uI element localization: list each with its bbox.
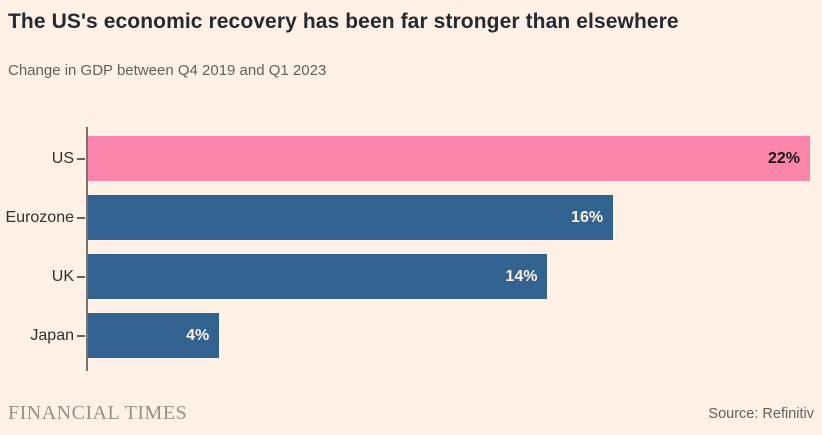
bar-row-eurozone: Eurozone 16%: [0, 195, 822, 240]
category-label: Eurozone: [5, 209, 75, 226]
source-note: Source: Refinitiv: [708, 406, 814, 422]
ft-wordmark: FINANCIAL TIMES: [8, 402, 188, 424]
axis-tick: [77, 334, 85, 337]
category-label: UK: [51, 268, 74, 285]
data-label: 14%: [505, 268, 538, 285]
chart-subtitle: Change in GDP between Q4 2019 and Q1 202…: [8, 62, 327, 79]
bar-row-japan: Japan 4%: [0, 313, 822, 358]
axis-tick: [77, 275, 85, 278]
data-label: 16%: [571, 209, 604, 226]
category-label: US: [51, 150, 74, 167]
data-label: 22%: [767, 150, 800, 167]
bar-eurozone: 16%: [88, 195, 614, 240]
bar-row-us: US 22%: [0, 136, 822, 181]
bar-us: 22%: [88, 136, 810, 181]
data-label: 4%: [186, 327, 210, 344]
axis-tick: [77, 157, 85, 160]
y-axis-line: [86, 127, 88, 371]
bar-uk: 14%: [88, 254, 548, 299]
axis-tick: [77, 216, 85, 219]
category-label: Japan: [30, 327, 74, 344]
bar-japan: 4%: [88, 313, 220, 358]
bar-row-uk: UK 14%: [0, 254, 822, 299]
chart-title: The US's economic recovery has been far …: [8, 10, 679, 33]
